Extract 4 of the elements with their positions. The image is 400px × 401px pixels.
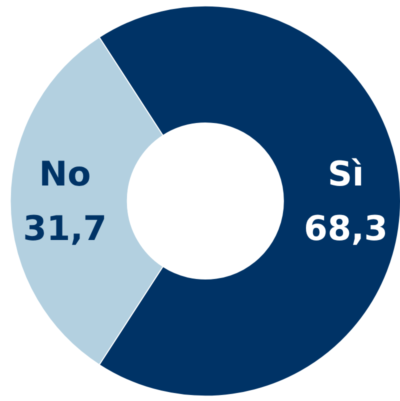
data-label: 31,7 [22,208,107,249]
slice-label: No [38,154,91,195]
slice-label: Sì [328,154,364,195]
data-label: 68,3 [304,208,388,249]
